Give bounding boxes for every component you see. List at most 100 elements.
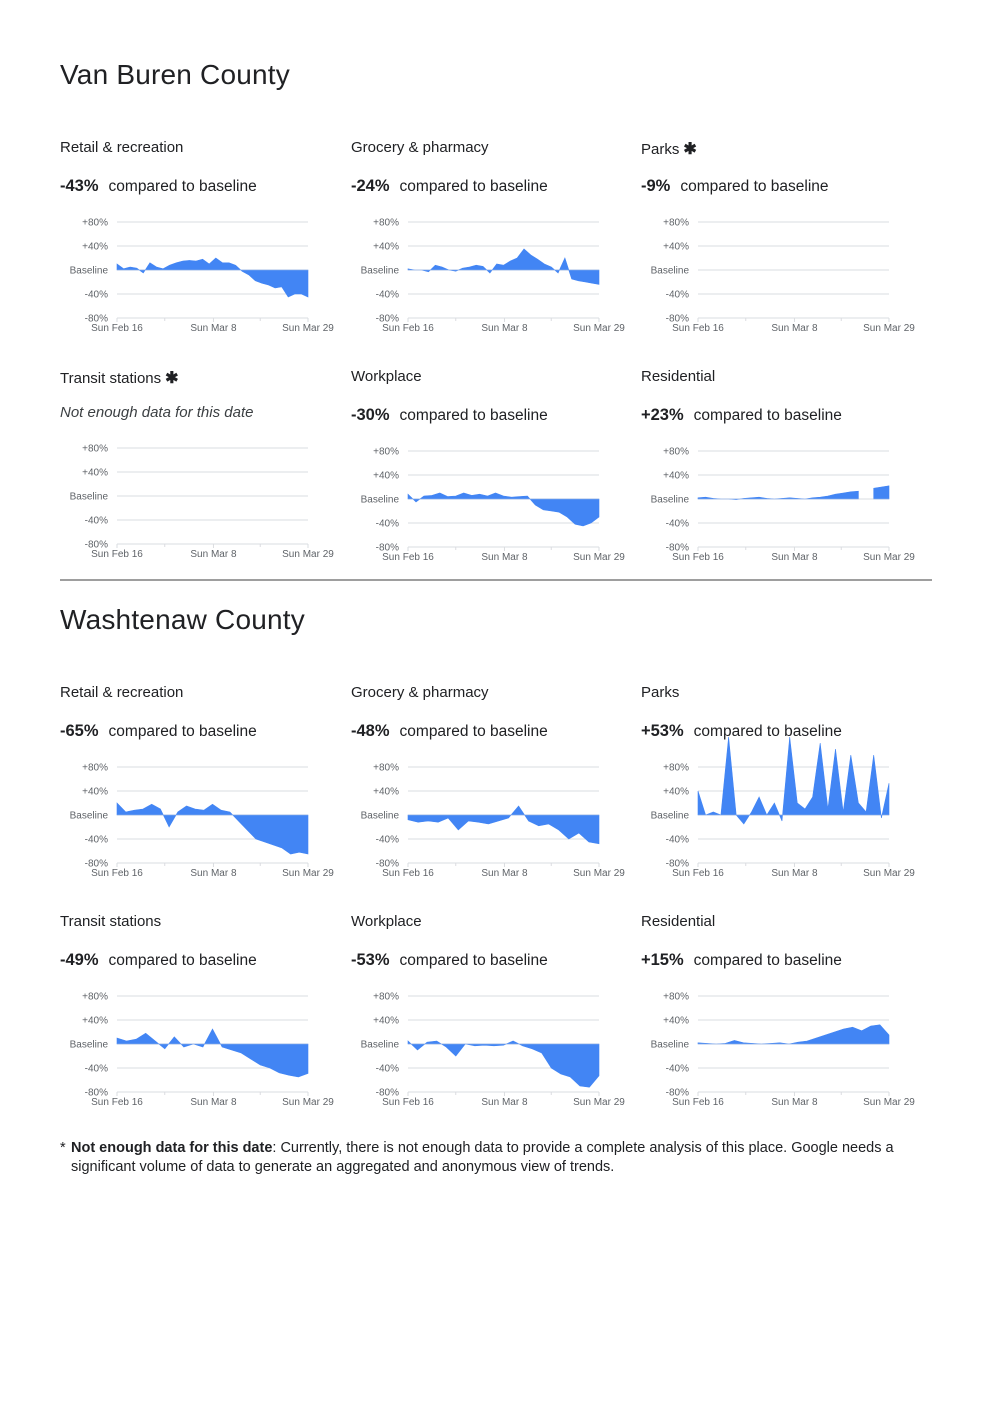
y-tick-label: -80% (376, 1088, 399, 1099)
x-tick-label: Sun Mar 8 (190, 549, 237, 560)
baseline-caption: compared to baseline (108, 723, 257, 740)
y-tick-label: -80% (85, 1088, 108, 1099)
x-tick-label: Sun Feb 16 (672, 552, 724, 563)
y-tick-label: -80% (666, 314, 689, 325)
baseline-caption: compared to baseline (399, 952, 548, 969)
change-value: +53% compared to baseline (641, 722, 842, 741)
y-tick-label: -80% (85, 540, 108, 551)
y-tick-label: +80% (663, 763, 689, 774)
metric-panel: Retail & recreation -65% compared to basel… (60, 684, 340, 904)
footnote-bold: Not enough data for this date (71, 1140, 273, 1156)
county-title: Van Buren County (60, 59, 290, 90)
x-tick-label: Sun Mar 8 (481, 323, 528, 334)
series-area (697, 1024, 890, 1045)
baseline-caption: compared to baseline (108, 178, 257, 195)
metric-panel: Transit stations -49% compared to baseline… (60, 913, 340, 1133)
series-area (407, 248, 600, 285)
category-label: Retail & recreation (60, 139, 183, 156)
y-tick-label: +80% (373, 218, 399, 229)
category-label: Parks ✱ (641, 139, 697, 159)
series-area (697, 490, 859, 500)
metric-panel: Residential +15% compared to baseline +80% +… (641, 913, 921, 1133)
x-tick-label: Sun Feb 16 (672, 1097, 724, 1108)
category-label: Residential (641, 913, 715, 930)
category-label: Parks (641, 684, 679, 701)
y-tick-label: Baseline (651, 1040, 690, 1051)
mobility-chart: +80% +40% Baseline -40% -80%Sun Feb 16 Sun Ma… (651, 736, 915, 879)
x-tick-label: Sun Mar 8 (190, 868, 237, 879)
mobility-chart: +80% +40% Baseline -40% -80%Sun Feb 16 Sun Ma… (70, 444, 335, 561)
percent-change: -24% (351, 177, 390, 195)
y-tick-label: Baseline (361, 266, 400, 277)
category-label: Grocery & pharmacy (351, 139, 489, 156)
x-tick-label: Sun Mar 29 (863, 552, 915, 563)
y-tick-label: +40% (82, 787, 108, 798)
series-area (116, 1028, 309, 1078)
x-tick-label: Sun Feb 16 (672, 868, 724, 879)
y-tick-label: +80% (373, 992, 399, 1003)
mobility-chart: +80% +40% Baseline -40% -80%Sun Feb 16 Sun Ma… (70, 992, 335, 1109)
change-value: -53% compared to baseline (351, 951, 548, 970)
y-tick-label: +40% (663, 471, 689, 482)
y-tick-label: +40% (663, 1016, 689, 1027)
category-text: Workplace (351, 913, 422, 930)
metric-panel: Transit stations ✱ Not enough data for thi… (60, 368, 340, 588)
y-tick-label: -40% (376, 1064, 399, 1075)
x-tick-label: Sun Mar 29 (282, 549, 334, 560)
category-text: Transit stations (60, 370, 162, 387)
x-tick-label: Sun Mar 8 (481, 1097, 528, 1108)
y-tick-label: +40% (82, 242, 108, 253)
x-tick-label: Sun Feb 16 (91, 868, 143, 879)
category-text: Grocery & pharmacy (351, 139, 489, 156)
y-tick-label: -40% (666, 1064, 689, 1075)
x-tick-label: Sun Feb 16 (382, 1097, 434, 1108)
y-tick-label: -80% (376, 543, 399, 554)
footnote-star: * (60, 1140, 66, 1156)
x-tick-label: Sun Feb 16 (91, 323, 143, 334)
county-title: Washtenaw County (60, 604, 305, 635)
series-area (697, 736, 890, 825)
asterisk-icon: ✱ (683, 141, 697, 158)
y-tick-label: +80% (82, 218, 108, 229)
x-tick-label: Sun Feb 16 (91, 1097, 143, 1108)
percent-change: -48% (351, 722, 390, 740)
y-tick-label: +40% (373, 471, 399, 482)
y-tick-label: Baseline (361, 1040, 400, 1051)
category-text: Parks (641, 684, 680, 701)
y-tick-label: Baseline (70, 266, 109, 277)
x-tick-label: Sun Mar 29 (282, 1097, 334, 1108)
y-tick-label: -40% (85, 290, 108, 301)
no-data-message: Not enough data for this date (60, 404, 254, 421)
y-tick-label: +40% (663, 242, 689, 253)
y-tick-label: Baseline (70, 811, 109, 822)
y-tick-label: -80% (666, 1088, 689, 1099)
y-tick-label: +40% (373, 787, 399, 798)
y-tick-label: -40% (85, 1064, 108, 1075)
y-tick-label: +80% (82, 763, 108, 774)
asterisk-icon: ✱ (165, 370, 179, 387)
y-tick-label: +40% (82, 468, 108, 479)
metric-panel: Workplace -30% compared to baseline +80% +40… (351, 368, 631, 588)
x-tick-label: Sun Mar 29 (282, 868, 334, 879)
y-tick-label: -40% (376, 835, 399, 846)
metric-panel: Retail & recreation -43% compared to basel… (60, 139, 340, 359)
change-value: +23% compared to baseline (641, 406, 842, 425)
y-tick-label: Baseline (651, 266, 690, 277)
footnote: * Not enough data for this date: Current… (60, 1139, 920, 1177)
baseline-caption: compared to baseline (399, 178, 548, 195)
change-value: -43% compared to baseline (60, 177, 257, 196)
y-tick-label: +80% (82, 992, 108, 1003)
y-tick-label: -80% (85, 859, 108, 870)
percent-change: -43% (60, 177, 99, 195)
x-tick-label: Sun Feb 16 (672, 323, 724, 334)
series-area (116, 802, 309, 855)
x-tick-label: Sun Mar 29 (573, 552, 625, 563)
percent-change: -53% (351, 951, 390, 969)
change-value: +15% compared to baseline (641, 951, 842, 970)
series-area (407, 1040, 600, 1088)
metric-panel: Grocery & pharmacy -48% compared to baseli… (351, 684, 631, 904)
series-area (407, 805, 600, 845)
category-text: Retail & recreation (60, 139, 184, 156)
y-tick-label: +80% (82, 444, 108, 455)
category-label: Residential (641, 368, 715, 385)
